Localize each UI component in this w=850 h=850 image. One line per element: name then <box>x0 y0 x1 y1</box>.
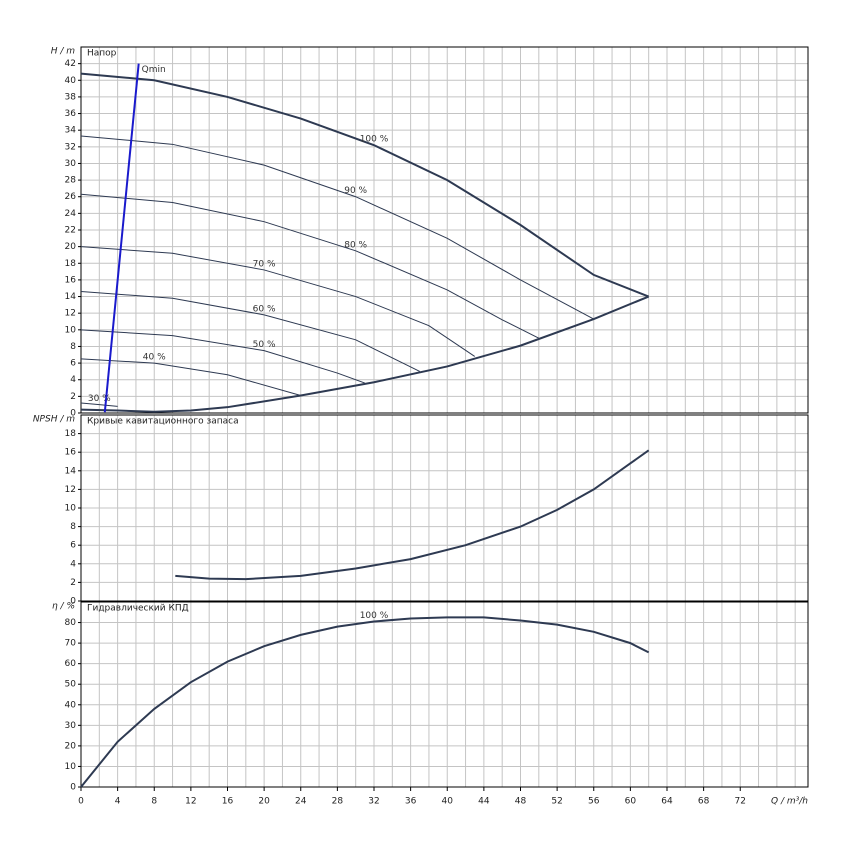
curve-label: 80 % <box>344 240 367 250</box>
y-tick-label: 16 <box>65 448 77 458</box>
y-tick-label: 50 <box>65 680 77 690</box>
curve-label: Qmin <box>142 65 166 75</box>
x-tick-label: 24 <box>295 797 307 807</box>
y-tick-label: 40 <box>65 700 77 710</box>
x-tick-label: 36 <box>405 797 417 807</box>
y-tick-label: 4 <box>70 559 76 569</box>
y-tick-label: 8 <box>70 342 76 352</box>
curve-label: 60 % <box>253 304 276 314</box>
y-tick-label: 32 <box>65 142 76 152</box>
x-tick-label: 40 <box>442 797 454 807</box>
curve-label: 90 % <box>344 186 367 196</box>
y-tick-label: 14 <box>65 292 77 302</box>
x-tick-label: 64 <box>661 797 673 807</box>
y-tick-label: 12 <box>65 309 76 319</box>
y-tick-label: 26 <box>65 192 77 202</box>
curve-label: 40 % <box>143 353 166 363</box>
y-tick-label: 42 <box>65 59 76 69</box>
x-tick-label: 56 <box>588 797 600 807</box>
curve-label: 100 % <box>360 135 389 145</box>
x-tick-label: 60 <box>625 797 637 807</box>
y-tick-label: 0 <box>70 597 76 607</box>
curve <box>80 135 594 320</box>
curve <box>80 291 420 372</box>
y-tick-label: 0 <box>70 783 76 793</box>
y-tick-label: 10 <box>65 762 77 772</box>
curve <box>80 402 118 407</box>
y-tick-label: 30 <box>65 159 77 169</box>
curve <box>103 63 140 413</box>
curve-label: 100 % <box>360 611 389 621</box>
curve <box>80 329 366 384</box>
y-axis-label: NPSH / m <box>33 415 75 425</box>
x-tick-label: 68 <box>698 797 710 807</box>
curve <box>175 449 650 581</box>
curve <box>80 358 301 397</box>
y-tick-label: 6 <box>70 541 76 551</box>
curve <box>80 246 475 357</box>
y-tick-label: 14 <box>65 466 77 476</box>
y-tick-label: 30 <box>65 721 77 731</box>
x-tick-label: 16 <box>222 797 234 807</box>
plot-frame <box>80 46 809 414</box>
y-tick-label: 2 <box>70 578 76 588</box>
y-tick-label: 80 <box>65 618 77 628</box>
curve <box>80 616 650 788</box>
panel-title: Гидравлический КПД <box>87 604 189 614</box>
y-tick-label: 38 <box>65 92 77 102</box>
y-tick-label: 70 <box>65 639 77 649</box>
x-axis-label: Q / m³/h <box>771 797 808 807</box>
y-tick-label: 24 <box>65 209 77 219</box>
x-tick-label: 28 <box>332 797 344 807</box>
y-tick-label: 18 <box>65 429 77 439</box>
y-tick-label: 40 <box>65 76 77 86</box>
panel-title: Кривые кавитационного запаса <box>87 417 239 427</box>
curve <box>80 72 650 298</box>
y-tick-label: 10 <box>65 504 77 514</box>
y-tick-label: 12 <box>65 485 76 495</box>
y-tick-label: 2 <box>70 392 76 402</box>
x-tick-label: 72 <box>735 797 746 807</box>
x-tick-label: 44 <box>478 797 490 807</box>
plot-frame <box>80 601 809 788</box>
x-tick-label: 0 <box>78 797 84 807</box>
y-tick-label: 0 <box>70 409 76 419</box>
curve <box>80 295 650 413</box>
y-tick-label: 6 <box>70 359 76 369</box>
y-tick-label: 34 <box>65 126 77 136</box>
x-tick-label: 52 <box>551 797 562 807</box>
curve-label: 50 % <box>253 340 276 350</box>
curve-label: 30 % <box>88 394 111 404</box>
x-tick-label: 20 <box>258 797 270 807</box>
x-tick-label: 12 <box>185 797 196 807</box>
x-tick-label: 32 <box>368 797 379 807</box>
y-tick-label: 36 <box>65 109 77 119</box>
x-tick-label: 4 <box>115 797 121 807</box>
y-axis-label: H / m <box>51 47 76 57</box>
curve <box>80 193 540 339</box>
x-tick-label: 48 <box>515 797 527 807</box>
y-tick-label: 10 <box>65 325 77 335</box>
y-axis-label: η / % <box>52 602 75 612</box>
y-tick-label: 16 <box>65 275 77 285</box>
y-tick-label: 4 <box>70 375 76 385</box>
y-tick-label: 20 <box>65 741 77 751</box>
y-tick-label: 60 <box>65 659 77 669</box>
y-tick-label: 20 <box>65 242 77 252</box>
y-tick-label: 18 <box>65 259 77 269</box>
y-tick-label: 8 <box>70 522 76 532</box>
plot-frame <box>80 414 809 602</box>
panel-title: Напор <box>87 49 117 59</box>
curve-label: 70 % <box>253 259 276 269</box>
x-tick-label: 8 <box>151 797 157 807</box>
y-tick-label: 22 <box>65 226 76 236</box>
y-tick-label: 28 <box>65 176 77 186</box>
